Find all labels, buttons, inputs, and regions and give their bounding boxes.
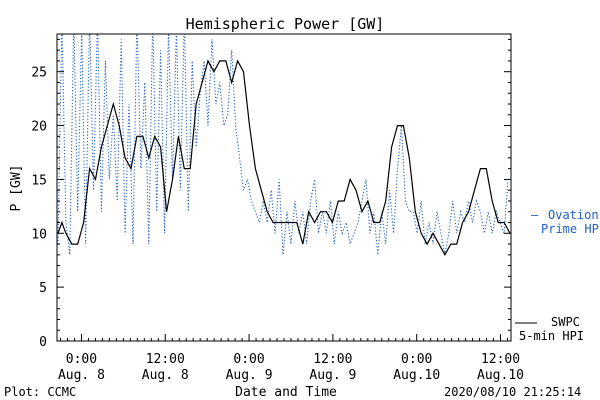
y-axis-label: P [GW] bbox=[9, 165, 24, 212]
x-tick-label-date-4: Aug.10 bbox=[393, 368, 440, 383]
legend-swpc: SWPC 5-min HPI bbox=[515, 315, 584, 343]
x-tick-label-time-3: 12:00 bbox=[313, 352, 352, 367]
legend-ovation-label-line2: Prime HPI bbox=[541, 222, 600, 236]
y-tick-label-5: 5 bbox=[39, 281, 47, 296]
x-tick-label-date-3: Aug. 9 bbox=[309, 368, 356, 383]
y-tick-label-0: 0 bbox=[39, 335, 47, 350]
x-tick-label-time-0: 0:00 bbox=[66, 352, 97, 367]
x-tick-label-time-5: 12:00 bbox=[481, 352, 520, 367]
x-axis-label: Date and Time bbox=[235, 385, 337, 400]
plot-frame bbox=[56, 33, 512, 342]
y-tick-label-10: 10 bbox=[31, 227, 47, 242]
footer-timestamp: 2020/08/10 21:25:14 bbox=[444, 385, 581, 399]
legend-ovation-dash: — bbox=[531, 208, 539, 222]
legend-swpc-label-line1: SWPC bbox=[551, 315, 580, 329]
legend-swpc-label-line2: 5-min HPI bbox=[519, 329, 584, 343]
y-tick-label-20: 20 bbox=[31, 120, 47, 135]
plot-data bbox=[57, 34, 511, 257]
x-tick-label-time-2: 0:00 bbox=[233, 352, 264, 367]
series-ovation-prime-line bbox=[57, 34, 509, 255]
y-tick-label-15: 15 bbox=[31, 173, 47, 188]
x-tick-label-time-1: 12:00 bbox=[146, 352, 185, 367]
x-tick-label-time-4: 0:00 bbox=[401, 352, 432, 367]
y-tick-label-25: 25 bbox=[31, 66, 47, 81]
x-tick-label-date-2: Aug. 9 bbox=[226, 368, 273, 383]
series-swpc-line bbox=[57, 59, 511, 257]
x-tick-label-date-1: Aug. 8 bbox=[142, 368, 189, 383]
x-tick-label-date-0: Aug. 8 bbox=[58, 368, 105, 383]
x-tick-label-date-5: Aug.10 bbox=[477, 368, 524, 383]
legend-ovation-label-line1: Ovation bbox=[548, 208, 599, 222]
chart-title: Hemispheric Power [GW] bbox=[186, 15, 385, 33]
footer-plot-credit: Plot: CCMC bbox=[4, 385, 76, 399]
legend-ovation: — Ovation Prime HPI bbox=[531, 208, 600, 236]
